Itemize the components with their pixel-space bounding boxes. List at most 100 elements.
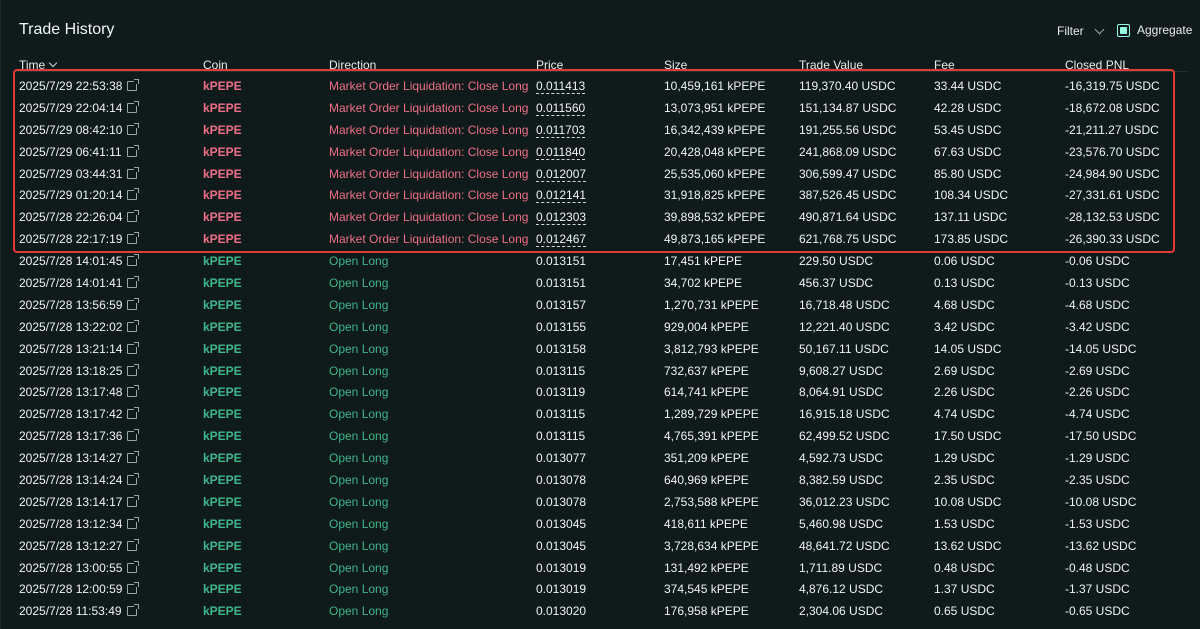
trade-coin[interactable]: kPEPE: [203, 297, 242, 312]
external-link-icon[interactable]: [127, 232, 140, 245]
trade-coin[interactable]: kPEPE: [203, 319, 242, 334]
external-link-icon[interactable]: [127, 276, 140, 289]
table-row[interactable]: 2025/7/28 22:26:04 kPEPE Market Order Liqu…: [1, 206, 1200, 228]
table-row[interactable]: 2025/7/28 13:17:42 kPEPE Open Long 0.013115…: [1, 403, 1200, 425]
table-row[interactable]: 2025/7/29 08:42:10 kPEPE Market Order Liqu…: [1, 119, 1200, 141]
table-row[interactable]: 2025/7/28 13:56:59 kPEPE Open Long 0.013157…: [1, 294, 1200, 316]
external-link-icon[interactable]: [127, 100, 140, 113]
trade-price-text[interactable]: 0.012007: [536, 166, 587, 182]
table-row[interactable]: 2025/7/28 14:01:45 kPEPE Open Long 0.013151…: [1, 250, 1200, 272]
external-link-icon[interactable]: [127, 516, 140, 529]
trade-coin[interactable]: kPEPE: [203, 100, 242, 115]
table-row[interactable]: 2025/7/29 06:41:11 kPEPE Market Order Liqu…: [1, 141, 1200, 163]
trade-price: 0.013078: [536, 495, 586, 509]
trade-coin[interactable]: kPEPE: [203, 276, 242, 291]
external-link-icon[interactable]: [127, 254, 140, 267]
trade-price-text[interactable]: 0.012141: [536, 188, 587, 204]
trade-price-text[interactable]: 0.011703: [536, 122, 586, 138]
trade-coin[interactable]: kPEPE: [203, 451, 242, 466]
external-link-icon[interactable]: [127, 538, 140, 551]
external-link-icon[interactable]: [127, 582, 140, 595]
trade-coin[interactable]: kPEPE: [203, 385, 242, 400]
table-row[interactable]: 2025/7/28 13:12:34 kPEPE Open Long 0.013045…: [1, 513, 1200, 535]
table-row[interactable]: 2025/7/28 14:01:41 kPEPE Open Long 0.013151…: [1, 272, 1200, 294]
external-link-icon[interactable]: [127, 297, 140, 310]
external-link-icon[interactable]: [127, 429, 140, 442]
filter-dropdown[interactable]: Filter: [1057, 24, 1105, 38]
table-row[interactable]: 2025/7/28 11:53:49 kPEPE Open Long 0.013020…: [1, 600, 1200, 622]
external-link-icon[interactable]: [127, 494, 140, 507]
trade-coin[interactable]: kPEPE: [203, 516, 242, 531]
trade-value: 12,221.40 USDC: [799, 319, 890, 334]
external-link-icon[interactable]: [127, 166, 140, 179]
trade-value: 36,012.23 USDC: [799, 494, 890, 509]
trade-time-text: 2025/7/28 13:22:02: [19, 319, 123, 334]
trade-coin[interactable]: kPEPE: [203, 122, 242, 137]
trade-closed-pnl: -1.29 USDC: [1065, 451, 1130, 466]
trade-coin[interactable]: kPEPE: [203, 188, 242, 203]
table-row[interactable]: 2025/7/28 13:21:14 kPEPE Open Long 0.013158…: [1, 338, 1200, 360]
external-link-icon[interactable]: [126, 604, 139, 617]
external-link-icon[interactable]: [127, 407, 140, 420]
aggregate-checkbox[interactable]: [1117, 23, 1130, 37]
table-row[interactable]: 2025/7/28 13:00:55 kPEPE Open Long 0.013019…: [1, 557, 1200, 579]
external-link-icon[interactable]: [127, 560, 140, 573]
trade-coin[interactable]: kPEPE: [203, 604, 242, 619]
table-row[interactable]: 2025/7/28 13:14:27 kPEPE Open Long 0.013077…: [1, 447, 1200, 469]
external-link-icon[interactable]: [127, 188, 140, 201]
trade-value: 4,876.12 USDC: [799, 582, 884, 597]
table-row[interactable]: 2025/7/29 22:53:38 kPEPE Market Order Liqu…: [1, 75, 1200, 97]
trade-price-text[interactable]: 0.011413: [536, 79, 586, 94]
trade-coin[interactable]: kPEPE: [203, 144, 242, 159]
table-row[interactable]: 2025/7/28 12:00:59 kPEPE Open Long 0.013019…: [1, 578, 1200, 600]
table-row[interactable]: 2025/7/28 13:18:25 kPEPE Open Long 0.013115…: [1, 360, 1200, 382]
trade-coin[interactable]: kPEPE: [203, 232, 242, 247]
trade-price-text[interactable]: 0.012303: [536, 210, 587, 226]
trade-coin[interactable]: kPEPE: [203, 363, 242, 378]
trade-coin[interactable]: kPEPE: [203, 582, 242, 597]
table-row[interactable]: 2025/7/28 22:17:19 kPEPE Market Order Liqu…: [1, 228, 1200, 250]
external-link-icon[interactable]: [127, 451, 140, 464]
external-link-icon[interactable]: [127, 210, 140, 223]
trade-price-text[interactable]: 0.012467: [536, 232, 587, 248]
table-row[interactable]: 2025/7/28 13:14:24 kPEPE Open Long 0.013078…: [1, 469, 1200, 491]
trade-coin[interactable]: kPEPE: [203, 166, 242, 181]
trade-coin[interactable]: kPEPE: [203, 429, 242, 444]
external-link-icon[interactable]: [127, 319, 140, 332]
trade-coin[interactable]: kPEPE: [203, 79, 242, 93]
external-link-icon[interactable]: [127, 385, 140, 398]
trade-coin[interactable]: kPEPE: [203, 341, 242, 356]
trade-closed-pnl: -17.50 USDC: [1065, 429, 1137, 444]
trade-coin[interactable]: kPEPE: [203, 254, 242, 269]
table-row[interactable]: 2025/7/29 01:20:14 kPEPE Market Order Liqu…: [1, 184, 1200, 206]
trade-fee: 4.74 USDC: [934, 407, 995, 422]
external-link-icon[interactable]: [127, 363, 140, 376]
table-row[interactable]: 2025/7/29 03:44:31 kPEPE Market Order Liqu…: [1, 163, 1200, 185]
trade-coin[interactable]: kPEPE: [203, 494, 242, 509]
external-link-icon[interactable]: [127, 79, 140, 91]
trade-direction: Market Order Liquidation: Close Long: [329, 188, 529, 203]
table-row[interactable]: 2025/7/29 22:04:14 kPEPE Market Order Liqu…: [1, 97, 1200, 119]
table-row[interactable]: 2025/7/28 13:17:36 kPEPE Open Long 0.013115…: [1, 425, 1200, 447]
external-link-icon[interactable]: [127, 473, 140, 486]
table-row[interactable]: 2025/7/28 13:17:48 kPEPE Open Long 0.013119…: [1, 381, 1200, 403]
trade-price-text[interactable]: 0.011560: [536, 100, 586, 116]
trade-coin[interactable]: kPEPE: [203, 407, 242, 422]
external-link-icon[interactable]: [127, 122, 140, 135]
column-header-direction: Direction: [329, 58, 377, 72]
aggregate-toggle[interactable]: Aggregate: [1117, 23, 1192, 37]
trade-price-text[interactable]: 0.011840: [536, 144, 586, 160]
trade-coin[interactable]: kPEPE: [203, 538, 242, 553]
column-header-time[interactable]: Time: [19, 58, 58, 72]
table-row[interactable]: 2025/7/28 13:12:27 kPEPE Open Long 0.013045…: [1, 535, 1200, 557]
table-row[interactable]: 2025/7/28 13:22:02 kPEPE Open Long 0.013155…: [1, 316, 1200, 338]
table-row[interactable]: 2025/7/28 13:14:17 kPEPE Open Long 0.013078…: [1, 491, 1200, 513]
trade-price-text: 0.013119: [536, 385, 586, 400]
trade-coin[interactable]: kPEPE: [203, 473, 242, 488]
trade-value: 4,592.73 USDC: [799, 451, 884, 466]
trade-coin[interactable]: kPEPE: [203, 560, 242, 575]
external-link-icon[interactable]: [126, 144, 139, 157]
external-link-icon[interactable]: [127, 341, 140, 354]
trade-coin[interactable]: kPEPE: [203, 210, 242, 225]
trade-value: 191,255.56 USDC: [799, 122, 897, 137]
